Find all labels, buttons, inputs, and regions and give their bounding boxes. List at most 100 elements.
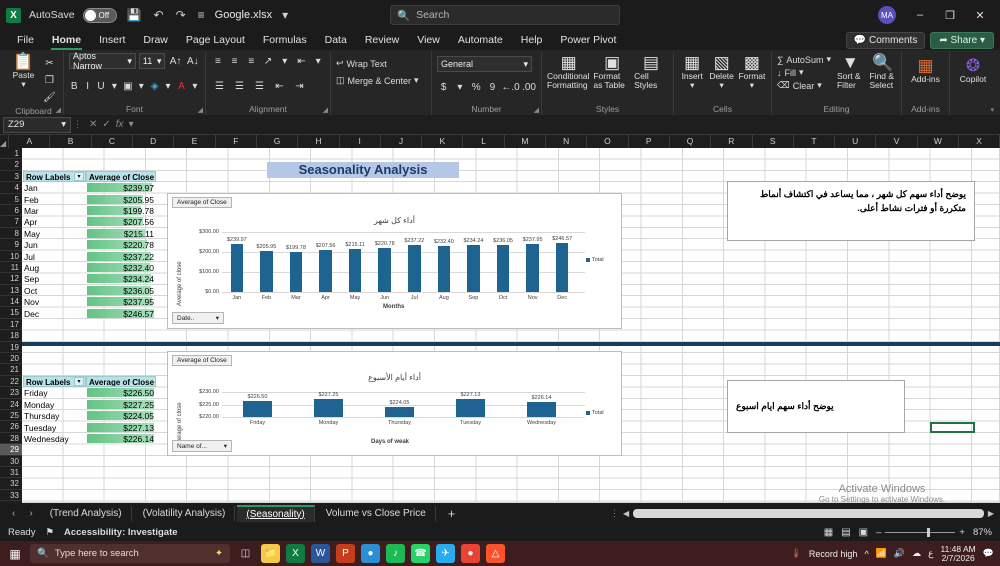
pivot-month-cell-value[interactable]: $234.24 (123, 274, 154, 285)
row-header-31[interactable]: 31 (0, 467, 22, 479)
pivot-month-cell-label[interactable]: Mar (24, 206, 39, 216)
ribbon-tab-review[interactable]: Review (364, 34, 400, 46)
sheet-tab-volatility-analysis[interactable]: (Volatility Analysis) (134, 505, 236, 521)
page-break-view-icon[interactable]: ▣ (858, 526, 869, 538)
decrease-font-size-icon[interactable]: A↓ (187, 55, 199, 67)
bar-aug[interactable] (437, 245, 451, 292)
chevron-down-icon[interactable]: ▾ (128, 119, 134, 130)
find-select-button[interactable]: 🔍 Find & Select (869, 54, 896, 91)
close-button[interactable]: ✕ (975, 9, 985, 22)
horizontal-scrollbar[interactable]: ⋮ ◀ ▶ (610, 508, 1000, 519)
row-header-11[interactable]: 11 (0, 262, 22, 274)
row-header-22[interactable]: 22 (0, 376, 22, 388)
powerpoint-icon[interactable]: P (336, 544, 355, 563)
column-header-s[interactable]: S (753, 135, 794, 148)
edge-icon[interactable]: ● (361, 544, 380, 563)
collapse-ribbon-button[interactable]: ▾ (990, 107, 994, 114)
bar-apr[interactable] (319, 250, 332, 292)
autosave-toggle[interactable]: Off (82, 7, 117, 23)
cell-styles-button[interactable]: ▤ Cell Styles (634, 54, 668, 91)
notifications-icon[interactable]: 💬 (982, 548, 994, 558)
page-layout-view-icon[interactable]: ▤ (841, 526, 851, 538)
bar-thursday[interactable] (384, 406, 415, 417)
chevron-down-icon[interactable]: ▾ (979, 34, 985, 46)
format-as-table-button[interactable]: ▣ Format as Table (593, 54, 631, 91)
pivot-weekday-filter-icon[interactable]: ▾ (74, 377, 84, 386)
format-painter-icon[interactable]: 🖌 (43, 91, 56, 103)
increase-font-size-icon[interactable]: A↑ (169, 55, 182, 67)
file-name[interactable]: Google.xlsx (214, 9, 273, 21)
chart-monthly-filter-button[interactable]: Date.. ▾ (172, 312, 224, 324)
pivot-month-cell-label[interactable]: Dec (24, 308, 40, 319)
bar-jul[interactable] (408, 244, 421, 292)
next-sheet-icon[interactable]: › (29, 507, 33, 519)
file-explorer-icon[interactable]: 📁 (261, 544, 280, 563)
text-direction-icon[interactable]: ⇤ (297, 55, 306, 67)
pivot-month-header-rowlabels[interactable]: Row Labels (23, 170, 86, 183)
row-header-5[interactable]: 5 (0, 194, 22, 205)
ribbon-tab-insert[interactable]: Insert (99, 34, 126, 46)
zoom-knob[interactable] (927, 527, 931, 537)
ribbon-tab-power-pivot[interactable]: Power Pivot (560, 34, 617, 46)
font-name-input[interactable]: Aptos Narrow ▾ (69, 51, 136, 71)
italic-button[interactable]: I (86, 80, 89, 92)
chevron-down-icon[interactable]: ▾ (282, 8, 289, 22)
chrome-icon[interactable]: ● (461, 544, 480, 563)
pivot-month-cell-value[interactable]: $246.57 (123, 308, 154, 319)
start-icon[interactable]: ▦ (9, 546, 21, 561)
bar-jan[interactable] (230, 244, 243, 292)
bar-jun[interactable] (378, 247, 391, 292)
bar-monday[interactable] (313, 398, 344, 417)
whatsapp-icon[interactable]: ☎ (411, 544, 430, 563)
row-header-17[interactable]: 17 (0, 319, 22, 331)
pivot-weekday-cell-value[interactable]: $224.05 (123, 411, 154, 422)
alignment-dialog-launcher[interactable]: ◢ (322, 107, 328, 114)
fill-button[interactable]: ↓ Fill ▾ (777, 67, 831, 78)
chevron-down-icon[interactable]: ▾ (282, 55, 288, 67)
number-format-select[interactable]: General ▾ (437, 56, 532, 72)
name-box[interactable]: Z29 ▾ (3, 116, 71, 133)
previous-sheet-icon[interactable]: ‹ (12, 507, 16, 519)
column-header-c[interactable]: C (92, 135, 134, 148)
column-header-r[interactable]: R (711, 135, 753, 148)
chevron-down-icon[interactable]: ▾ (315, 55, 321, 67)
pivot-month-cell-label[interactable]: Jul (24, 251, 35, 262)
customize-quick-access-icon[interactable]: ≡ (197, 8, 205, 22)
onedrive-icon[interactable]: ☁ (912, 548, 922, 558)
column-header-w[interactable]: W (918, 135, 959, 148)
bold-button[interactable]: B (70, 80, 78, 92)
row-header-30[interactable]: 30 (0, 456, 22, 467)
chevron-down-icon[interactable]: ▾ (719, 80, 724, 91)
sheet-tab-volume-vs-close-price[interactable]: Volume vs Close Price (317, 505, 436, 521)
pivot-month-cell-label[interactable]: Nov (24, 297, 40, 308)
align-bottom-icon[interactable]: ≡ (248, 55, 255, 67)
row-header-21[interactable]: 21 (0, 364, 22, 376)
row-header-8[interactable]: 8 (0, 228, 22, 240)
zoom-out-button[interactable]: – (876, 526, 882, 538)
percent-format-icon[interactable]: % (471, 82, 481, 93)
font-size-input[interactable]: 11 ▾ (138, 53, 166, 69)
wrap-text-button[interactable]: ↩ Wrap Text (336, 58, 426, 69)
chevron-down-icon[interactable]: ▾ (21, 79, 26, 90)
column-header-m[interactable]: M (505, 135, 547, 148)
pivot-weekday-cell-value[interactable]: $227.25 (123, 399, 154, 410)
pivot-month-cell-value[interactable]: $239.97 (123, 183, 154, 194)
align-left-icon[interactable]: ☰ (215, 80, 224, 92)
chart-weekday[interactable]: Average of Close أداء أيام الأسبوع Avera… (167, 351, 622, 456)
chevron-down-icon[interactable]: ▾ (61, 119, 66, 130)
scroll-left-icon[interactable]: ◀ (623, 508, 630, 518)
telegram-icon[interactable]: ✈ (436, 544, 455, 563)
align-top-icon[interactable]: ≡ (214, 55, 221, 67)
pivot-month-cell-label[interactable]: Apr (24, 217, 38, 228)
pivot-weekday-cell-value[interactable]: $227.13 (123, 422, 154, 433)
column-header-v[interactable]: V (876, 135, 918, 148)
row-header-25[interactable]: 25 (0, 410, 22, 422)
row-header-34[interactable]: 34 (0, 501, 22, 503)
column-header-u[interactable]: U (835, 135, 877, 148)
add-sheet-button[interactable]: + (447, 505, 456, 521)
row-header-23[interactable]: 23 (0, 387, 22, 399)
tray-weather-label[interactable]: Record high (808, 548, 858, 559)
column-header-h[interactable]: H (298, 135, 340, 148)
insert-cells-button[interactable]: ▦ Insert ▾ (679, 54, 705, 91)
column-header-e[interactable]: E (174, 135, 216, 148)
